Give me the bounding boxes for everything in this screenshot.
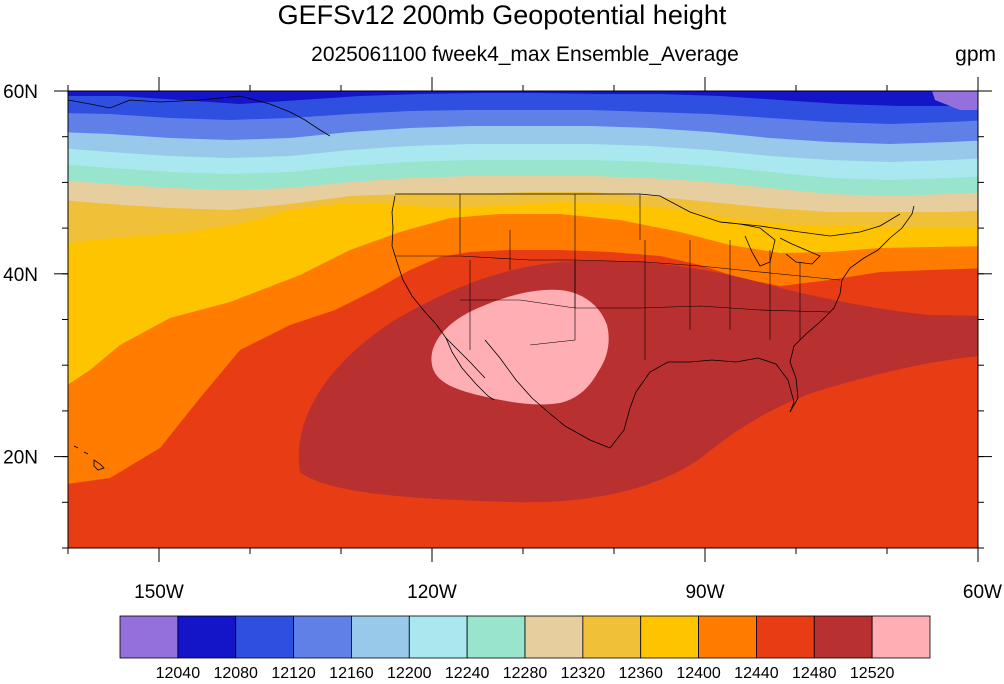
y-tick-label: 60N	[3, 82, 38, 103]
axis-tick-labels: 150W 120W 90W 60W 60N 40N 20N	[3, 82, 1002, 603]
colorbar	[119, 615, 931, 659]
colorbar-swatch	[871, 615, 931, 659]
x-tick-label: 60W	[963, 582, 1002, 603]
colorbar-swatch	[698, 615, 757, 659]
mexico-west-coast	[484, 339, 611, 449]
band-above-12520	[431, 289, 609, 405]
y-tick-label: 20N	[3, 448, 38, 469]
state-borders	[395, 194, 841, 360]
colorbar-label: 12520	[850, 665, 895, 682]
colorbar-swatch	[813, 615, 873, 659]
map-subtitle: 2025061100 fweek4_max Ensemble_Average	[311, 43, 739, 66]
colorbar-label: 12240	[445, 665, 490, 682]
gulf-coast	[609, 357, 795, 449]
coastlines	[68, 95, 915, 471]
colorbar-label: 12040	[156, 665, 201, 682]
colorbar-swatch	[408, 615, 468, 659]
colorbar-swatch	[524, 615, 584, 659]
baja-coast	[445, 337, 495, 401]
colorbar-swatch	[640, 615, 699, 659]
x-tick-label: 150W	[134, 582, 184, 603]
x-tick-label: 90W	[685, 582, 724, 603]
colorbar-swatch	[466, 615, 526, 659]
contour-field	[68, 91, 978, 548]
map-title: GEFSv12 200mb Geopotential height	[277, 0, 727, 30]
band-12040	[932, 91, 978, 110]
great-lakes	[719, 221, 821, 267]
atlantic-coast	[789, 205, 915, 413]
band-12080	[68, 91, 978, 106]
colorbar-swatch	[119, 615, 179, 659]
colorbar-swatch	[177, 615, 237, 659]
colorbar-swatch	[351, 615, 410, 659]
colorbar-label: 12480	[792, 665, 837, 682]
colorbar-labels: 12040 12080 12120 12160 12200 12240 12280 12320…	[156, 665, 895, 682]
canada-border	[395, 193, 901, 237]
colorbar-label: 12280	[503, 665, 548, 682]
colorbar-swatch	[293, 615, 352, 659]
colorbar-swatch	[582, 615, 642, 659]
colorbar-swatch	[235, 615, 294, 659]
colorbar-label: 12160	[329, 665, 374, 682]
colorbar-label: 12120	[271, 665, 316, 682]
us-west-coast	[391, 195, 486, 379]
axis-ticks	[54, 77, 992, 562]
colorbar-swatch	[756, 615, 815, 659]
colorbar-label: 12080	[213, 665, 258, 682]
units-label: gpm	[955, 43, 996, 66]
y-tick-label: 40N	[3, 265, 38, 286]
colorbar-label: 12360	[618, 665, 663, 682]
hawaii-islands	[73, 445, 105, 471]
x-tick-label: 120W	[407, 582, 457, 603]
colorbar-label: 12200	[387, 665, 432, 682]
colorbar-label: 12400	[676, 665, 721, 682]
alaska-bc-coast	[68, 95, 331, 137]
colorbar-label: 12320	[561, 665, 606, 682]
colorbar-label: 12440	[734, 665, 779, 682]
